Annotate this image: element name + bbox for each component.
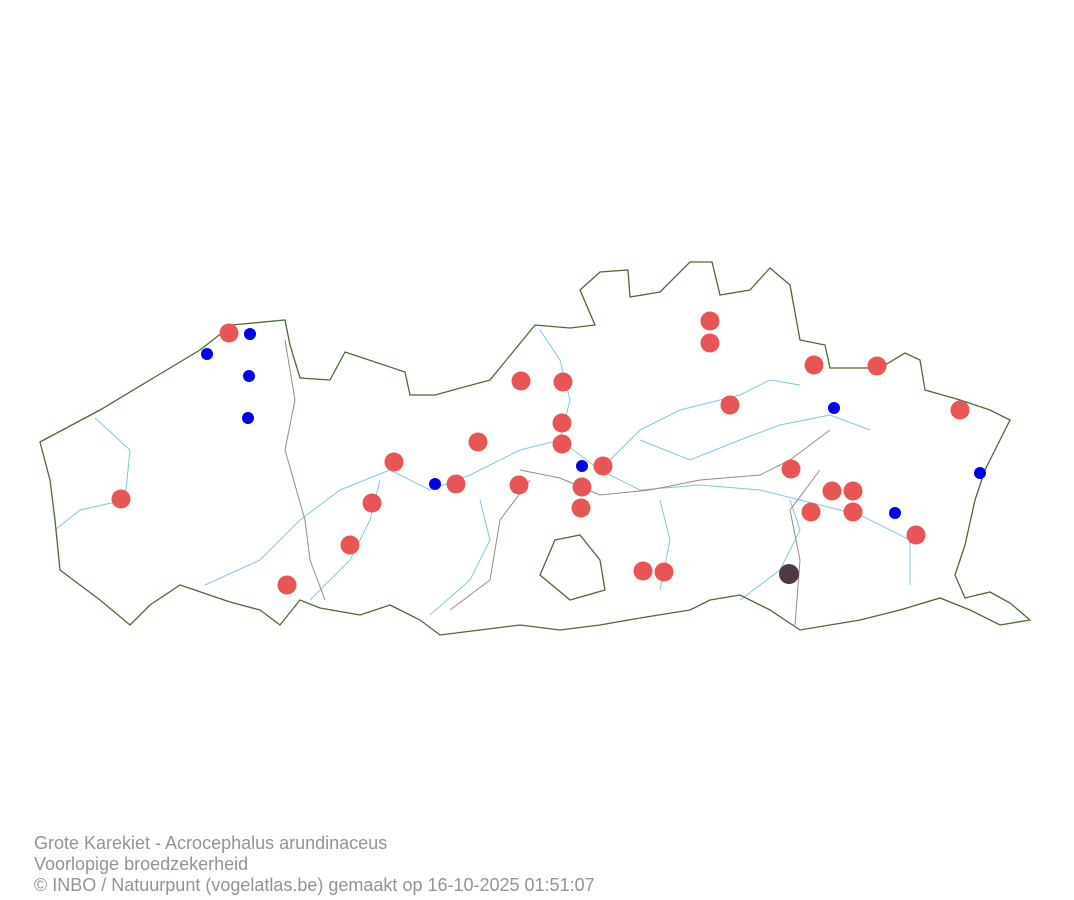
river (739, 499, 801, 601)
observation-point-dark (779, 564, 799, 584)
river (429, 499, 491, 616)
river (639, 414, 871, 461)
observation-point-red (277, 575, 297, 595)
observation-point-red (720, 395, 740, 415)
brussels-border (539, 534, 606, 601)
observation-point-blue (828, 402, 840, 414)
observation-point-blue (244, 328, 256, 340)
map-caption: Grote Karekiet - Acrocephalus arundinace… (34, 833, 595, 896)
observation-point-red (804, 355, 824, 375)
observation-point-red (511, 371, 531, 391)
province-border (789, 469, 821, 626)
observation-point-red (843, 502, 863, 522)
observation-point-red (843, 481, 863, 501)
observation-point-red (362, 493, 382, 513)
observation-point-red (801, 502, 821, 522)
observation-point-blue (243, 370, 255, 382)
observation-point-red (509, 475, 529, 495)
observation-point-red (340, 535, 360, 555)
species-title: Grote Karekiet - Acrocephalus arundinace… (34, 833, 388, 853)
observation-point-red (468, 432, 488, 452)
observation-point-red (572, 477, 592, 497)
observation-point-red (552, 413, 572, 433)
observation-point-red (446, 474, 466, 494)
observation-point-blue (576, 460, 588, 472)
province-border (449, 479, 531, 611)
observation-point-blue (201, 348, 213, 360)
observation-point-blue (429, 478, 441, 490)
observation-point-red (219, 323, 239, 343)
observation-point-blue (974, 467, 986, 479)
observation-point-red (552, 434, 572, 454)
observation-point-red (950, 400, 970, 420)
observation-point-red (654, 562, 674, 582)
observation-point-red (571, 498, 591, 518)
river (599, 379, 801, 471)
observation-point-blue (242, 412, 254, 424)
observation-point-red (822, 481, 842, 501)
copyright-note: © INBO / Natuurpunt (vogelatlas.be) gema… (34, 875, 595, 895)
observation-point-red (700, 311, 720, 331)
observation-point-red (593, 456, 613, 476)
observation-point-red (553, 372, 573, 392)
river (54, 417, 131, 531)
province-border (284, 339, 326, 601)
observation-point-red (867, 356, 887, 376)
observation-point-red (700, 333, 720, 353)
flanders-border (39, 261, 1032, 636)
observation-point-red (906, 525, 926, 545)
observation-point-blue (889, 507, 901, 519)
map-subtitle: Voorlopige broedzekerheid (34, 854, 249, 874)
observation-point-red (633, 561, 653, 581)
observation-point-red (111, 489, 131, 509)
observation-point-red (384, 452, 404, 472)
observation-point-red (781, 459, 801, 479)
